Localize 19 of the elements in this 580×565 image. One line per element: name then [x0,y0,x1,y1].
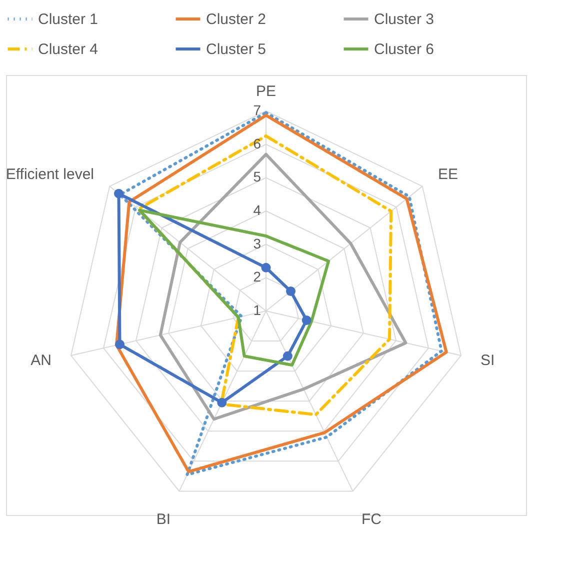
spoke-label: PE [256,83,276,100]
spoke-label: AN [30,352,52,369]
legend-label: Cluster 6 [374,41,434,58]
y-tick-label: 3 [253,235,262,252]
spoke-label: SI [480,352,495,369]
y-tick-label: 5 [253,168,262,185]
y-tick-label: 4 [253,202,262,218]
y-tick-label: 7 [253,102,262,118]
legend-label: Cluster 3 [374,11,434,28]
legend-label: Cluster 5 [206,41,266,58]
spoke-label: EE [438,166,458,183]
y-tick-label: 1 [253,302,262,318]
y-tick-label: 2 [253,268,262,285]
legend-label: Cluster 4 [38,41,98,58]
legend-label: Cluster 2 [206,11,266,28]
spoke-label: Efficient level [6,166,94,183]
spoke-label: FC [361,511,382,528]
spoke-label: BI [156,511,171,528]
legend-label: Cluster 1 [38,11,98,28]
